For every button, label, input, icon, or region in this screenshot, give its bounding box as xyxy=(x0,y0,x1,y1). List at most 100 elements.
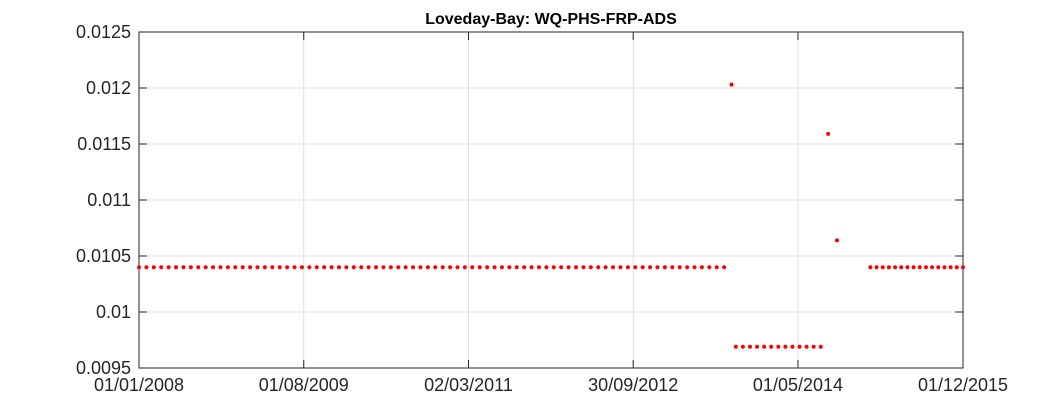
data-point xyxy=(818,344,823,349)
data-point xyxy=(733,344,738,349)
data-point xyxy=(196,265,201,270)
data-point xyxy=(551,265,556,270)
x-tick-label: 01/08/2009 xyxy=(259,375,349,395)
data-point xyxy=(381,265,386,270)
data-point xyxy=(544,265,549,270)
data-point xyxy=(662,265,667,270)
data-point xyxy=(388,265,393,270)
data-point xyxy=(747,344,752,349)
data-point xyxy=(685,265,690,270)
data-point xyxy=(507,265,512,270)
data-point xyxy=(536,265,541,270)
data-point xyxy=(218,265,223,270)
data-point xyxy=(477,265,482,270)
data-point xyxy=(707,265,712,270)
data-point xyxy=(359,265,364,270)
data-point xyxy=(574,265,579,270)
data-point xyxy=(874,265,879,270)
data-point xyxy=(425,265,430,270)
data-point xyxy=(762,344,767,349)
data-point xyxy=(826,131,831,136)
data-point xyxy=(886,265,891,270)
data-point xyxy=(174,265,179,270)
data-point xyxy=(948,265,953,270)
data-point xyxy=(677,265,682,270)
data-point xyxy=(633,265,638,270)
data-point xyxy=(942,265,947,270)
data-point xyxy=(159,265,164,270)
data-point xyxy=(374,265,379,270)
data-point xyxy=(596,265,601,270)
data-point xyxy=(699,265,704,270)
axis-ticks: 0.0095 0.01 0.0105 0.011 0.0115 0.012 0.0125 01… xyxy=(76,22,1008,395)
data-point xyxy=(470,265,475,270)
data-point xyxy=(917,265,922,270)
data-point xyxy=(611,265,616,270)
data-point xyxy=(783,344,788,349)
data-point xyxy=(899,265,904,270)
data-point xyxy=(455,265,460,270)
y-tick-label: 0.0125 xyxy=(76,22,131,42)
data-point xyxy=(203,265,208,270)
data-point xyxy=(936,265,941,270)
data-point xyxy=(329,265,334,270)
data-point xyxy=(166,265,171,270)
data-point xyxy=(151,265,156,270)
chart-title: Loveday-Bay: WQ-PHS-FRP-ADS xyxy=(425,11,677,28)
data-point xyxy=(292,265,297,270)
data-point xyxy=(581,265,586,270)
data-point xyxy=(248,265,253,270)
data-point xyxy=(433,265,438,270)
data-point xyxy=(961,265,965,270)
y-tick-label: 0.0105 xyxy=(76,246,131,266)
data-point xyxy=(740,344,745,349)
data-point xyxy=(448,265,453,270)
data-point xyxy=(911,265,916,270)
data-point xyxy=(344,265,349,270)
data-point xyxy=(729,82,734,87)
data-point xyxy=(954,265,959,270)
data-point xyxy=(603,265,608,270)
data-point xyxy=(880,265,885,270)
data-point xyxy=(351,265,356,270)
data-point xyxy=(722,265,727,270)
data-point xyxy=(411,265,416,270)
data-point xyxy=(923,265,928,270)
data-point xyxy=(804,344,809,349)
data-point xyxy=(905,265,910,270)
x-tick-label: 02/03/2011 xyxy=(424,375,513,395)
x-tick-label: 01/05/2014 xyxy=(753,375,843,395)
data-point xyxy=(648,265,653,270)
data-point xyxy=(262,265,267,270)
data-point xyxy=(403,265,408,270)
data-point xyxy=(588,265,593,270)
x-tick-label: 01/12/2015 xyxy=(918,375,1008,395)
data-point xyxy=(769,344,774,349)
x-tick-label: 01/01/2008 xyxy=(94,375,184,395)
y-tick-label: 0.011 xyxy=(87,190,131,210)
data-point xyxy=(655,265,660,270)
data-point xyxy=(514,265,519,270)
y-tick-label: 0.0095 xyxy=(76,358,131,378)
data-point xyxy=(277,265,282,270)
data-point xyxy=(188,265,193,270)
grid xyxy=(139,32,963,368)
data-point xyxy=(240,265,245,270)
data-point xyxy=(181,265,186,270)
data-point xyxy=(396,265,401,270)
x-tick-label: 30/09/2012 xyxy=(588,375,678,395)
data-point xyxy=(255,265,260,270)
data-point xyxy=(144,265,149,270)
data-point xyxy=(618,265,623,270)
data-point xyxy=(485,265,490,270)
data-point xyxy=(529,265,534,270)
data-point xyxy=(440,265,445,270)
data-point xyxy=(893,265,898,270)
data-point xyxy=(790,344,795,349)
y-tick-label: 0.012 xyxy=(86,78,131,98)
data-point xyxy=(811,344,816,349)
data-point xyxy=(462,265,467,270)
data-point xyxy=(499,265,504,270)
